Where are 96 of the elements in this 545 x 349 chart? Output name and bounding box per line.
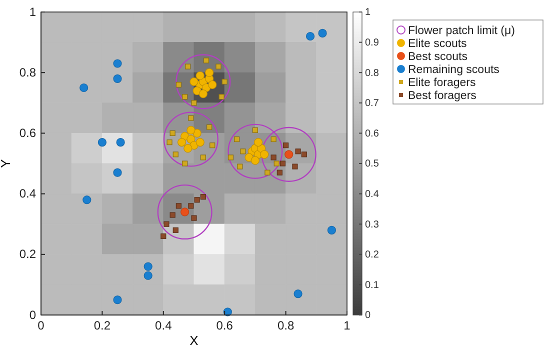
x-tick-label: 0.6 <box>216 318 234 333</box>
point <box>82 196 92 204</box>
point <box>284 150 294 159</box>
point <box>182 94 188 100</box>
point <box>222 78 228 84</box>
point <box>191 100 197 106</box>
point <box>192 86 202 96</box>
point <box>318 28 327 38</box>
color-bar-label: 0.6 <box>365 128 380 140</box>
point <box>160 233 166 240</box>
point <box>170 130 176 136</box>
point <box>254 138 263 147</box>
point <box>210 142 216 148</box>
point <box>144 271 152 280</box>
point <box>250 156 260 165</box>
color-bar-label: 0 <box>365 310 371 322</box>
point <box>252 127 258 133</box>
point <box>192 128 202 138</box>
point <box>276 170 282 176</box>
x-tick-label: 0.2 <box>94 318 111 333</box>
point <box>176 82 182 88</box>
x-tick-label: 0.8 <box>277 318 294 333</box>
point <box>188 115 194 121</box>
point <box>113 168 122 177</box>
point <box>184 144 192 153</box>
point <box>98 138 106 147</box>
x-tick-label: 1 <box>344 318 351 333</box>
color-bar-label: 0.3 <box>365 219 380 230</box>
y-tick-label: 0.2 <box>19 247 36 262</box>
point <box>218 94 224 100</box>
point <box>185 64 191 70</box>
y-tick-label: 0.4 <box>19 186 36 201</box>
point <box>113 59 122 68</box>
point <box>270 154 276 160</box>
point <box>177 138 186 147</box>
color-bar-label: 0.8 <box>365 68 380 79</box>
point <box>327 226 336 234</box>
point <box>172 152 178 158</box>
point <box>280 160 286 166</box>
legend-label: Remaining scouts <box>408 64 500 76</box>
point <box>295 148 301 154</box>
y-tick-label: 0.6 <box>19 126 36 140</box>
point <box>200 194 206 200</box>
point <box>198 90 208 98</box>
x-tick-label: 0.4 <box>155 318 172 333</box>
color-bar-label: 0.5 <box>365 158 380 170</box>
legend-label: Flower patch limit (μ) <box>408 25 516 37</box>
point <box>264 170 270 176</box>
point <box>301 152 307 158</box>
y-axis-title: Y <box>0 158 13 168</box>
legend-label: Elite scouts <box>408 38 468 50</box>
point <box>166 139 172 146</box>
legend-label: Best scouts <box>408 51 468 63</box>
point <box>294 289 302 298</box>
color-bar-label: 0.2 <box>365 250 380 261</box>
color-bar-label: 0.9 <box>365 38 380 48</box>
point <box>216 64 222 70</box>
point <box>196 71 204 80</box>
point <box>240 148 246 154</box>
point <box>270 136 276 142</box>
x-axis-title: X <box>190 333 199 348</box>
point <box>306 32 315 41</box>
color-bar-label: 0.7 <box>365 98 380 110</box>
point <box>228 154 234 160</box>
point <box>176 203 182 209</box>
point <box>292 164 298 170</box>
point <box>203 58 210 64</box>
y-tick-label: 0 <box>29 308 36 322</box>
point <box>205 68 214 77</box>
point <box>116 138 125 147</box>
point <box>234 136 240 142</box>
point <box>172 227 178 233</box>
point <box>180 208 190 216</box>
point <box>200 154 206 160</box>
point <box>190 77 198 86</box>
y-tick-label: 1 <box>29 4 36 19</box>
point <box>186 126 196 134</box>
point <box>274 160 280 166</box>
point <box>283 142 289 148</box>
point <box>237 164 243 170</box>
point <box>164 221 170 227</box>
point <box>188 203 194 209</box>
point <box>191 215 197 221</box>
point <box>194 197 200 203</box>
color-bar-label: 1 <box>365 7 371 18</box>
legend-label: Best foragers <box>408 90 477 102</box>
point <box>113 74 122 83</box>
point <box>196 138 204 147</box>
point <box>206 124 212 130</box>
point <box>182 160 188 166</box>
color-bar-label: 0.1 <box>365 280 380 291</box>
color-bar-label: 0.4 <box>365 189 380 200</box>
point <box>260 150 269 159</box>
y-tick-label: 0.8 <box>19 65 36 80</box>
point <box>170 212 176 218</box>
legend-label: Elite foragers <box>408 77 476 89</box>
